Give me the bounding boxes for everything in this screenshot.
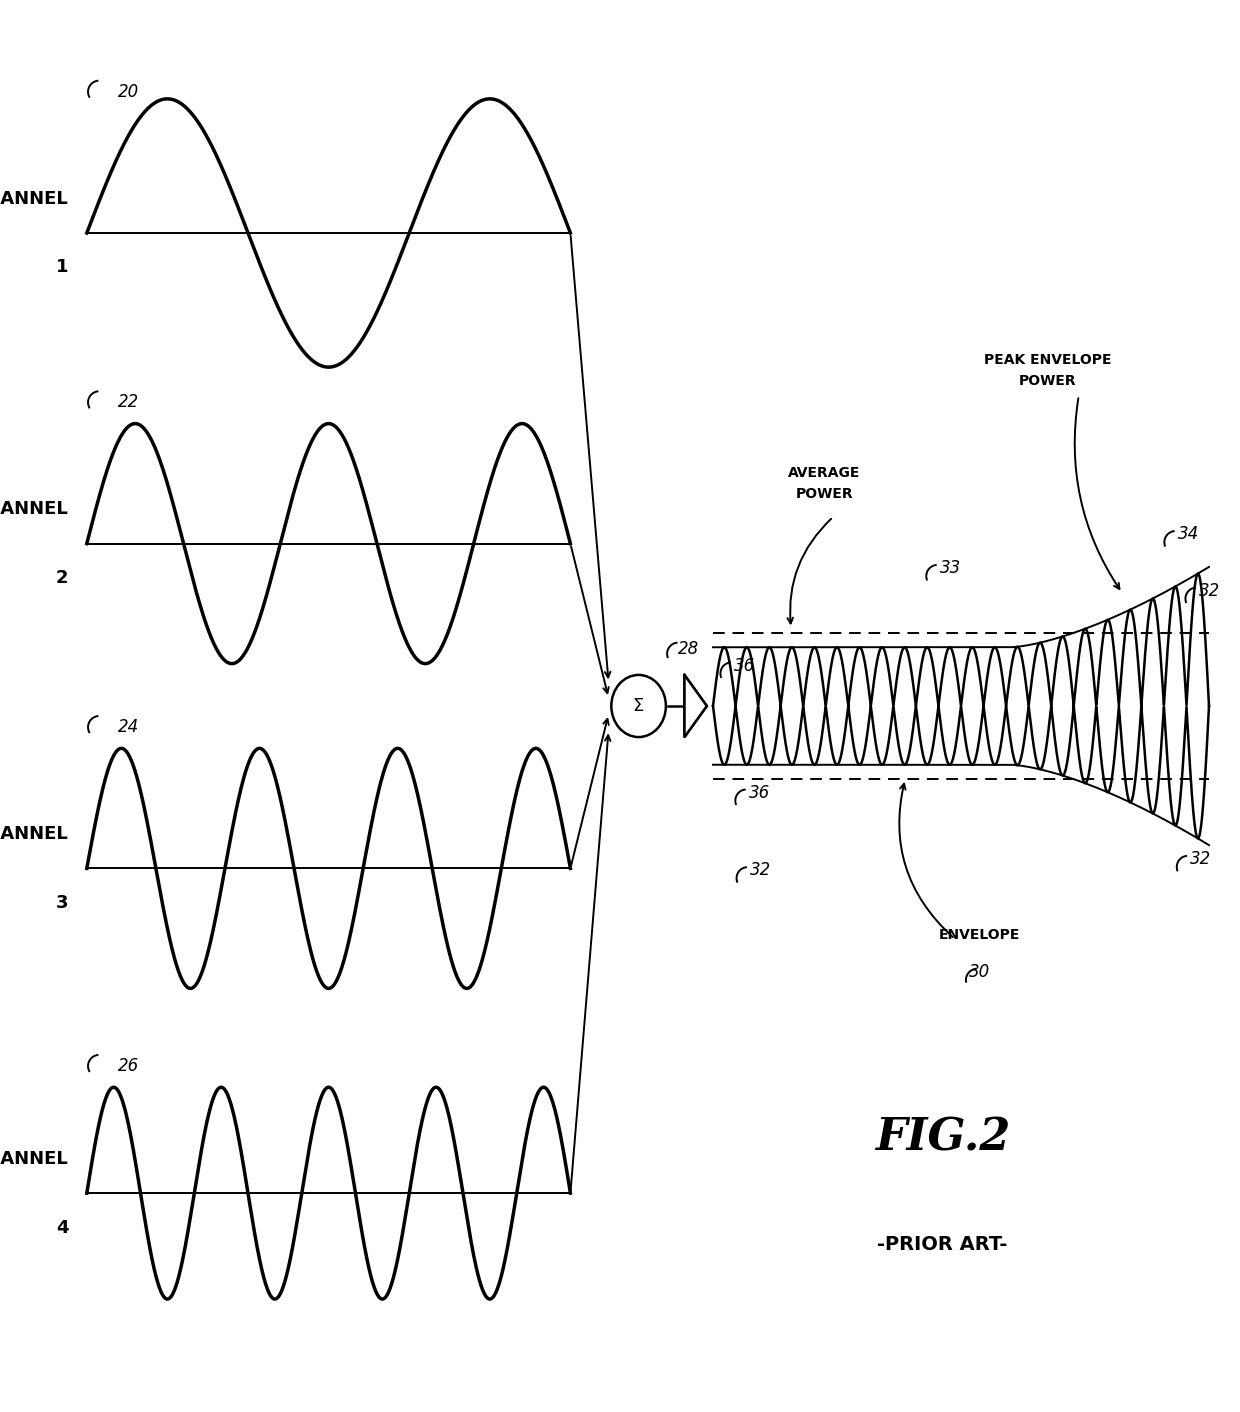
Text: CHANNEL: CHANNEL: [0, 500, 68, 518]
Text: FIG.2: FIG.2: [874, 1117, 1011, 1159]
Text: 34: 34: [1178, 525, 1199, 544]
Text: 24: 24: [118, 719, 139, 736]
Text: CHANNEL: CHANNEL: [0, 825, 68, 843]
Circle shape: [611, 675, 666, 737]
Text: 1: 1: [56, 258, 68, 277]
Text: CHANNEL: CHANNEL: [0, 189, 68, 208]
Text: 22: 22: [118, 394, 139, 411]
Text: 32: 32: [1190, 850, 1211, 868]
Text: 36: 36: [734, 657, 755, 675]
Text: 30: 30: [968, 963, 991, 981]
Text: 26: 26: [118, 1058, 139, 1075]
Text: CHANNEL: CHANNEL: [0, 1149, 68, 1168]
Text: $\Sigma$: $\Sigma$: [632, 698, 645, 714]
Text: 3: 3: [56, 894, 68, 912]
Text: AVERAGE: AVERAGE: [789, 466, 861, 480]
Text: POWER: POWER: [796, 487, 853, 501]
Text: 4: 4: [56, 1219, 68, 1237]
Polygon shape: [684, 675, 707, 737]
Text: 2: 2: [56, 569, 68, 587]
Text: 36: 36: [749, 784, 770, 802]
Text: PEAK ENVELOPE: PEAK ENVELOPE: [985, 353, 1111, 367]
Text: 20: 20: [118, 83, 139, 100]
Text: ENVELOPE: ENVELOPE: [939, 928, 1021, 942]
Text: 28: 28: [678, 640, 699, 658]
Text: 32: 32: [1199, 582, 1220, 600]
Text: 33: 33: [940, 559, 961, 578]
Text: 32: 32: [750, 861, 771, 880]
Text: POWER: POWER: [1019, 374, 1076, 388]
Text: -PRIOR ART-: -PRIOR ART-: [877, 1234, 1008, 1254]
